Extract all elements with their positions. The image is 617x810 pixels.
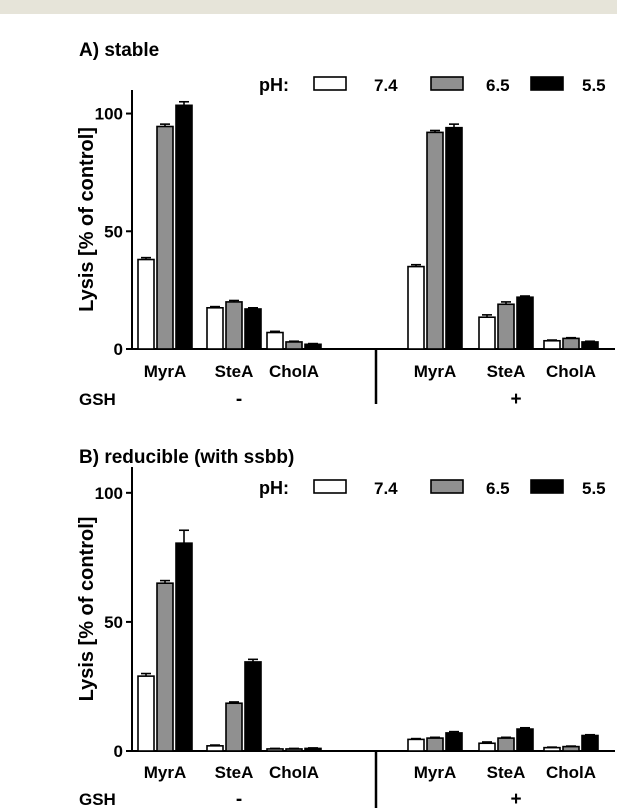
gsh-sign: +	[510, 389, 521, 410]
category-label: CholA	[546, 362, 596, 381]
bar-7.4-CholA	[266, 331, 284, 350]
category-label: CholA	[546, 763, 596, 782]
bar-6.5-MyrA	[426, 131, 444, 350]
bar-5.5-MyrA	[445, 732, 463, 752]
bar-7.4-MyrA	[407, 265, 425, 350]
gsh-sign: -	[236, 789, 242, 810]
category-label: MyrA	[144, 763, 187, 782]
gsh-label: GSH	[79, 390, 116, 409]
y-tick-label: 50	[104, 222, 123, 241]
bar-5.5-MyrA	[445, 126, 463, 350]
bar-6.5-MyrA	[156, 125, 174, 350]
y-tick-label: 50	[104, 613, 123, 632]
chart-title-0: A) stable	[79, 40, 159, 61]
bar-5.5-MyrA	[175, 104, 193, 350]
legend-label-7.4: 7.4	[374, 76, 398, 95]
legend-swatch-7.4	[313, 479, 347, 494]
bar-7.4-MyrA	[137, 258, 155, 350]
gsh-sign: +	[510, 789, 521, 810]
category-label: SteA	[487, 763, 526, 782]
bar-7.4-SteA	[206, 745, 224, 752]
category-label: MyrA	[414, 763, 457, 782]
y-tick-label: 0	[114, 340, 123, 359]
bar-6.5-SteA	[225, 301, 243, 350]
y-tick-label: 100	[95, 105, 123, 124]
legend-title: pH:	[259, 478, 289, 498]
bar-5.5-SteA	[244, 661, 262, 752]
bar-7.4-MyrA	[137, 675, 155, 752]
legend-label-5.5: 5.5	[582, 76, 606, 95]
legend-label-7.4: 7.4	[374, 479, 398, 498]
legend-swatch-5.5	[530, 76, 564, 91]
bar-5.5-SteA	[516, 728, 534, 752]
legend-title: pH:	[259, 75, 289, 95]
bar-7.4-CholA	[543, 339, 561, 350]
legend-swatch-7.4	[313, 76, 347, 91]
gsh-sign: -	[236, 389, 242, 410]
bar-5.5-MyrA	[175, 542, 193, 752]
bar-6.5-CholA	[285, 341, 303, 350]
bar-6.5-MyrA	[156, 582, 174, 752]
top-border-strip	[0, 0, 617, 14]
legend-swatch-6.5	[430, 479, 464, 494]
bar-6.5-SteA	[225, 702, 243, 752]
bar-6.5-MyrA	[426, 737, 444, 752]
bar-6.5-CholA	[562, 745, 580, 752]
category-label: CholA	[269, 362, 319, 381]
bar-7.4-MyrA	[407, 738, 425, 752]
bar-5.5-SteA	[244, 308, 262, 350]
category-label: SteA	[215, 763, 254, 782]
legend-label-6.5: 6.5	[486, 76, 510, 95]
bar-6.5-CholA	[562, 337, 580, 350]
bar-5.5-SteA	[516, 296, 534, 350]
bar-5.5-CholA	[304, 343, 322, 350]
bar-5.5-CholA	[581, 734, 599, 752]
category-label: SteA	[487, 362, 526, 381]
bar-6.5-SteA	[497, 737, 515, 752]
category-label: MyrA	[144, 362, 187, 381]
y-tick-label: 0	[114, 742, 123, 761]
bar-7.4-SteA	[478, 742, 496, 752]
bar-7.4-CholA	[266, 748, 284, 752]
y-axis-label: Lysis [% of control]	[76, 517, 98, 702]
y-tick-label: 100	[95, 484, 123, 503]
y-axis-label: Lysis [% of control]	[76, 127, 98, 312]
bar-5.5-CholA	[304, 747, 322, 752]
category-label: SteA	[215, 362, 254, 381]
legend-label-5.5: 5.5	[582, 479, 606, 498]
category-label: CholA	[269, 763, 319, 782]
bar-5.5-CholA	[581, 341, 599, 350]
legend-label-6.5: 6.5	[486, 479, 510, 498]
bar-6.5-SteA	[497, 303, 515, 350]
bar-7.4-SteA	[206, 306, 224, 350]
legend-swatch-6.5	[430, 76, 464, 91]
bar-6.5-CholA	[285, 748, 303, 752]
legend-swatch-5.5	[530, 479, 564, 494]
gsh-label: GSH	[79, 790, 116, 809]
category-label: MyrA	[414, 362, 457, 381]
chart-title-1: B) reducible (with ssbb)	[79, 447, 294, 468]
bar-7.4-SteA	[478, 316, 496, 350]
bar-7.4-CholA	[543, 746, 561, 752]
